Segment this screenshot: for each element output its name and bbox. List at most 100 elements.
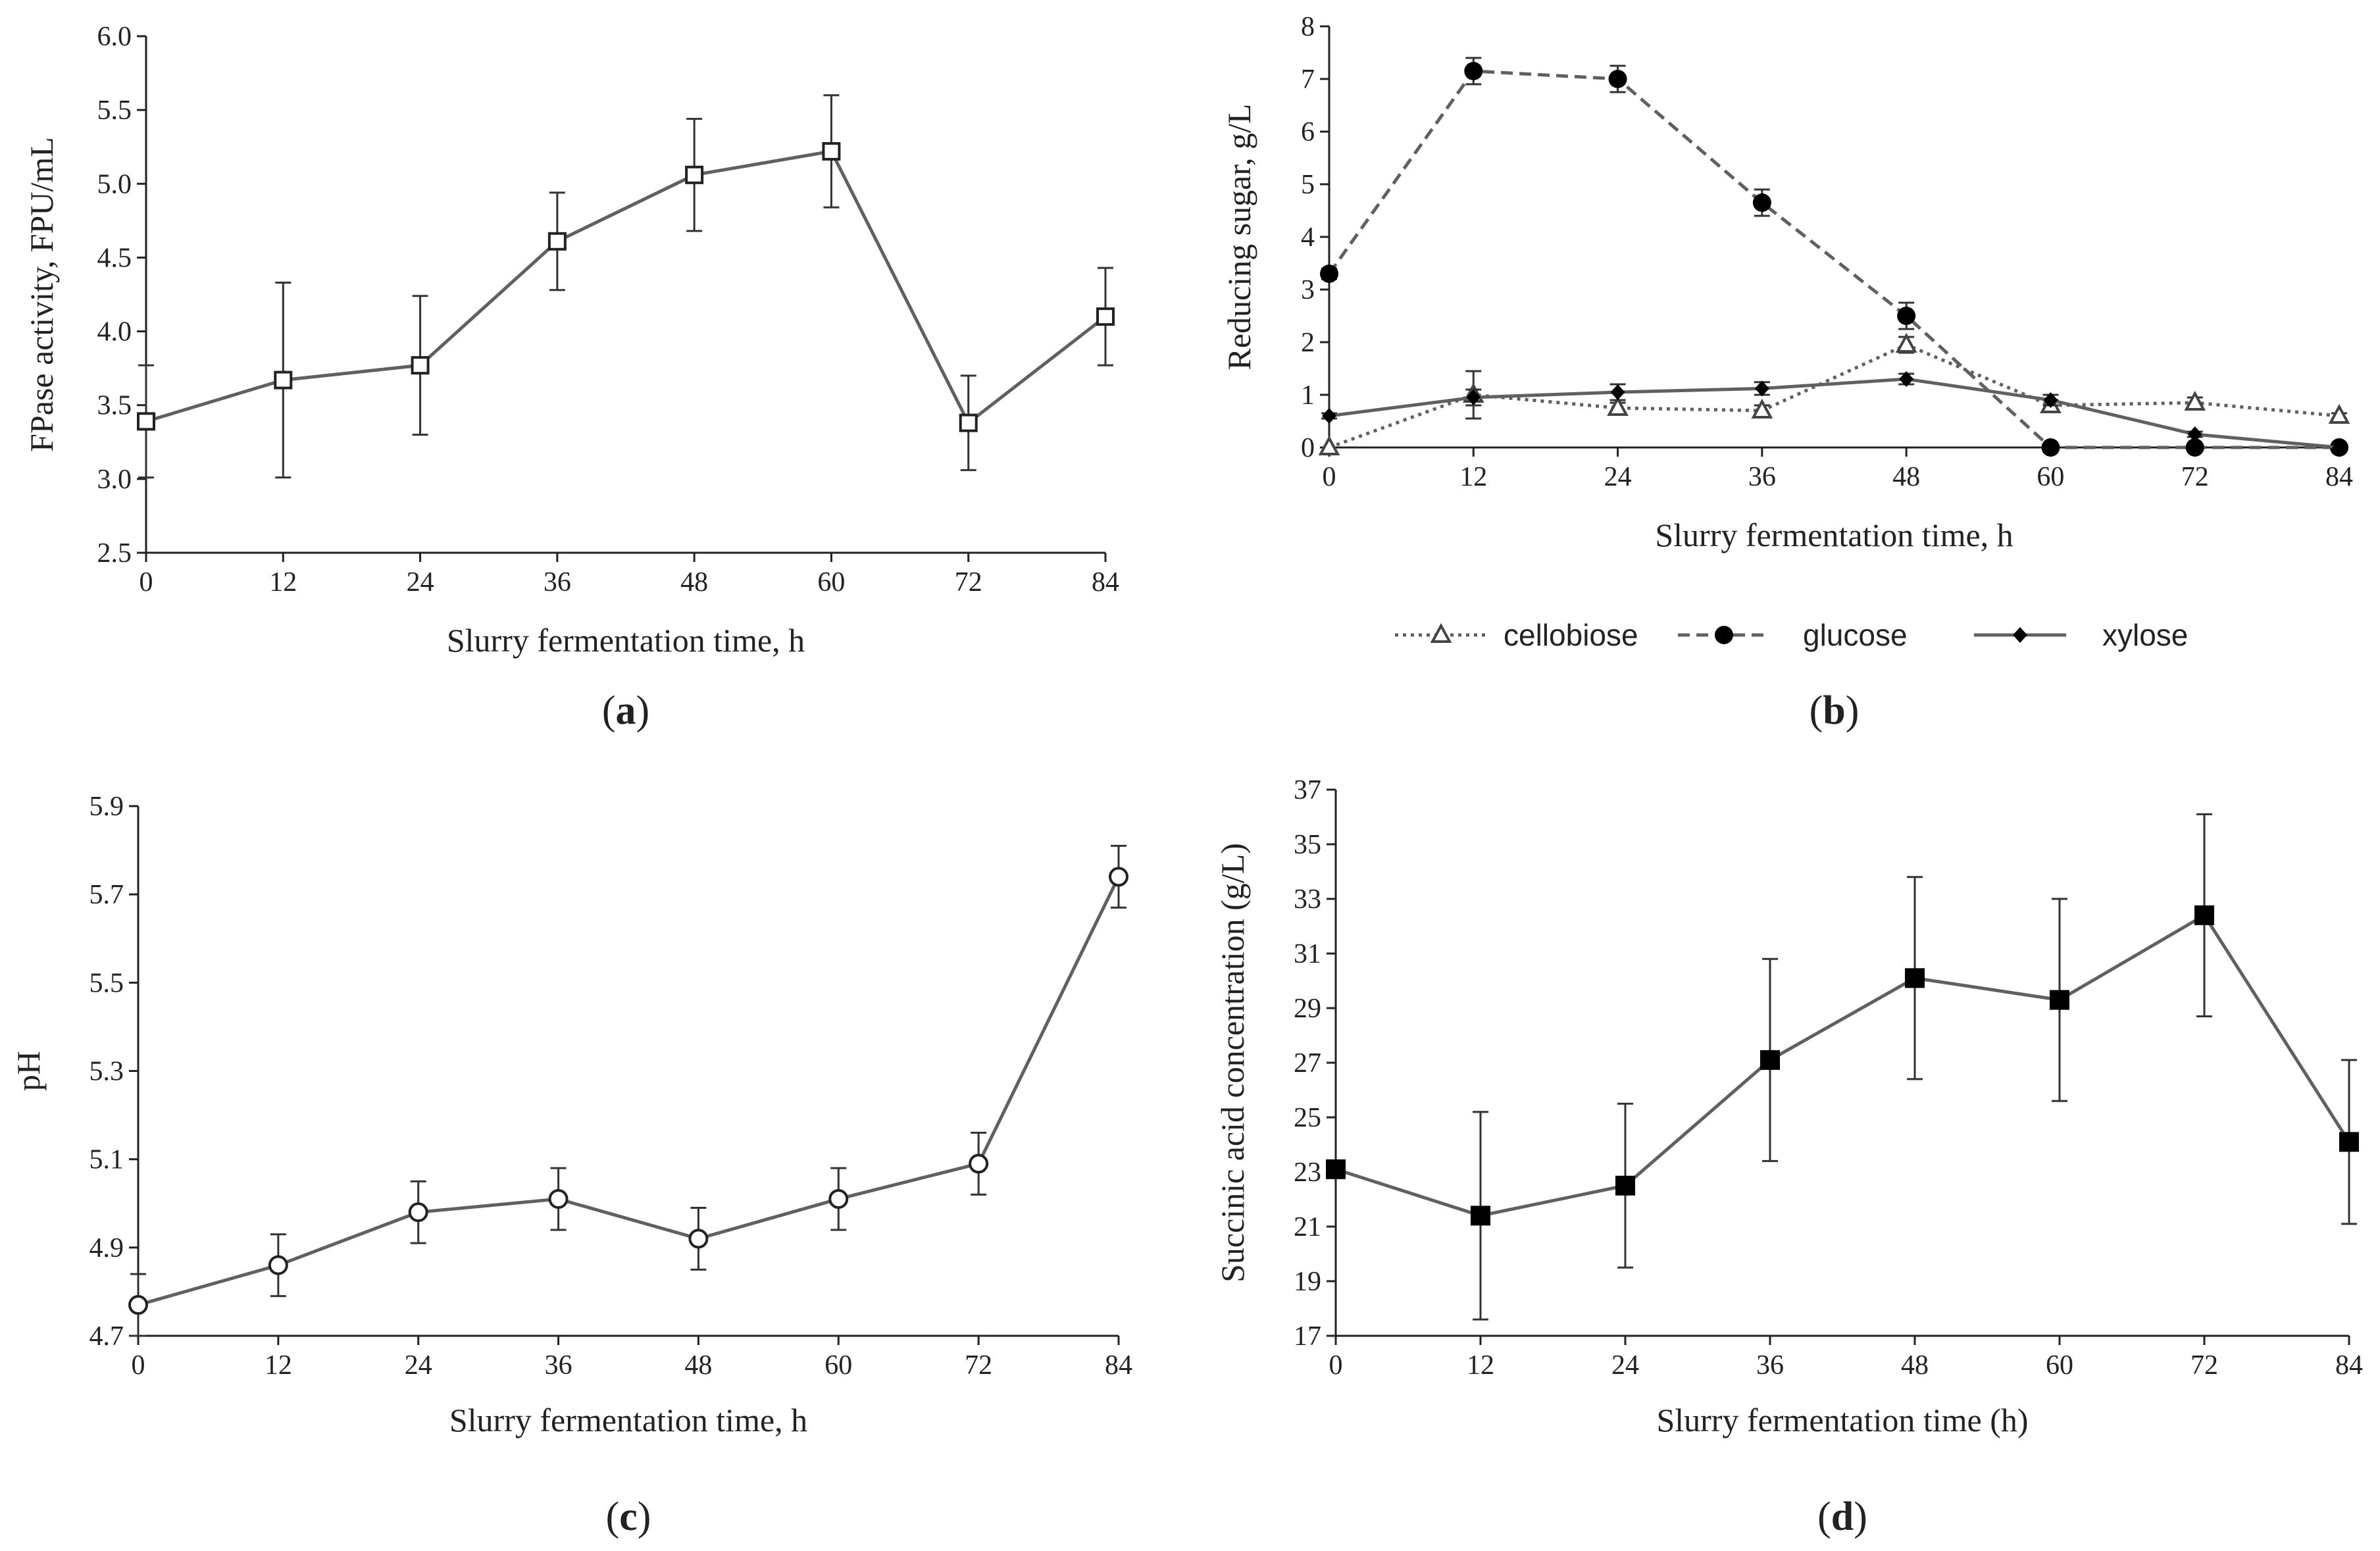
x-axis-label: Slurry fermentation time, h xyxy=(1655,517,2013,553)
x-tick-label: 60 xyxy=(817,567,845,598)
data-point xyxy=(685,165,704,184)
data-point xyxy=(411,356,430,375)
x-tick-label: 84 xyxy=(1092,567,1119,598)
panel-letter: a xyxy=(616,688,636,733)
x-tick-label: 36 xyxy=(544,567,571,598)
y-tick-label: 4.0 xyxy=(97,317,132,347)
series-panel-c xyxy=(128,844,1128,1337)
y-tick-label: 7 xyxy=(1301,64,1315,95)
data-point xyxy=(1466,390,1481,405)
chart-panel-d: 0 12 24 36 48 60 72 84 17 19 21 23 25 27 29 31 33 35 37 Slu… xyxy=(1214,775,2363,1539)
data-point xyxy=(1615,1175,1635,1196)
data-point xyxy=(408,1202,428,1223)
x-tick-label: 60 xyxy=(2037,462,2064,492)
y-tick-label: 25 xyxy=(1294,1103,1321,1133)
y-tick-label: 29 xyxy=(1294,994,1321,1024)
legend-marker xyxy=(1715,626,1733,644)
data-point xyxy=(128,1295,148,1315)
y-tick-label: 19 xyxy=(1294,1267,1321,1297)
y-tick-label: 33 xyxy=(1294,884,1321,915)
y-tick-label: 3.0 xyxy=(97,465,132,495)
x-tick-label: 12 xyxy=(1467,1350,1494,1381)
data-point xyxy=(1754,380,1769,397)
legend-marker xyxy=(2013,627,2027,643)
y-tick-label: 5.9 xyxy=(89,792,124,822)
x-tick-label: 0 xyxy=(1323,462,1336,492)
y-tick-label: 27 xyxy=(1294,1048,1321,1079)
series-xylose xyxy=(1321,371,2346,455)
y-tick-label: 6.0 xyxy=(97,22,132,52)
y-tick-label: 6 xyxy=(1301,117,1315,147)
x-tick-label: 48 xyxy=(1901,1350,1929,1381)
data-point xyxy=(137,412,155,431)
x-tick-label: 84 xyxy=(1105,1350,1132,1381)
series-line xyxy=(1327,69,2339,449)
legend-marker xyxy=(1430,623,1452,643)
x-tick-label: 60 xyxy=(2046,1350,2073,1381)
y-tick-label: 21 xyxy=(1294,1212,1321,1242)
x-axis-label: Slurry fermentation time, h xyxy=(447,622,805,659)
data-point xyxy=(2332,440,2346,455)
series-line xyxy=(145,149,1107,426)
panel-label: (a) xyxy=(602,688,649,733)
x-tick-label: 72 xyxy=(2181,462,2209,492)
y-axis-label: pH xyxy=(10,1051,47,1091)
legend-label: cellobiose xyxy=(1504,618,1638,652)
data-point xyxy=(1607,395,1629,416)
x-tick-label: 0 xyxy=(139,567,153,598)
x-tick-label: 36 xyxy=(1748,462,1776,492)
data-point xyxy=(1610,384,1625,400)
y-tick-label: 4 xyxy=(1301,222,1315,253)
y-tick-label: 5.7 xyxy=(89,880,124,910)
y-axis-label: Succinic acid concentration (g/L) xyxy=(1214,843,1251,1283)
x-tick-label: 48 xyxy=(680,567,708,598)
x-tick-label: 0 xyxy=(132,1350,145,1381)
x-tick-label: 36 xyxy=(545,1350,572,1381)
series-line xyxy=(1329,377,2340,449)
x-tick-label: 12 xyxy=(265,1350,292,1381)
data-point xyxy=(1899,371,1914,387)
y-tick-label: 37 xyxy=(1294,775,1321,805)
chart-panel-a: 0 12 24 36 48 60 72 84 2.5 3.0 3.5 4.0 4.5 5.0 5.5 6.0 S… xyxy=(23,22,1119,733)
y-tick-label: 5.5 xyxy=(89,968,124,998)
y-tick-label: 5.1 xyxy=(89,1145,124,1175)
y-tick-label: 5.3 xyxy=(89,1057,124,1087)
x-tick-label: 72 xyxy=(955,567,982,598)
data-point xyxy=(1608,70,1627,88)
data-point xyxy=(1318,435,1340,455)
y-tick-label: 0 xyxy=(1301,433,1315,463)
y-tick-label: 31 xyxy=(1294,939,1321,969)
data-point xyxy=(1752,193,1771,212)
data-point xyxy=(2041,438,2060,457)
series-panel-a xyxy=(137,94,1115,479)
panel-letter: c xyxy=(619,1494,638,1539)
data-point xyxy=(1895,332,1917,353)
x-tick-label: 12 xyxy=(269,567,297,598)
y-tick-label: 3.5 xyxy=(97,391,132,421)
data-point xyxy=(2187,426,2202,442)
data-point xyxy=(822,141,841,161)
data-point xyxy=(1897,307,1916,325)
panel-letter: b xyxy=(1823,688,1845,733)
x-tick-label: 24 xyxy=(405,1350,432,1381)
y-tick-label: 4.5 xyxy=(97,243,132,273)
x-tick-label: 36 xyxy=(1756,1350,1784,1381)
data-point xyxy=(2339,1132,2359,1152)
series-line xyxy=(1335,913,2351,1217)
legend-label: xylose xyxy=(2102,618,2188,652)
y-tick-label: 17 xyxy=(1294,1321,1321,1352)
x-tick-label: 72 xyxy=(2190,1350,2218,1381)
data-point xyxy=(828,1189,849,1209)
data-point xyxy=(1320,265,1338,283)
data-point xyxy=(688,1229,709,1249)
panel-label: (d) xyxy=(1817,1494,1867,1539)
series-line xyxy=(138,876,1121,1307)
panel-letter: d xyxy=(1831,1494,1854,1539)
data-point xyxy=(2328,403,2350,424)
x-tick-label: 24 xyxy=(1604,462,1632,492)
y-tick-label: 3 xyxy=(1301,275,1315,305)
y-tick-label: 2.5 xyxy=(97,538,132,569)
x-tick-label: 48 xyxy=(684,1350,712,1381)
data-point xyxy=(959,413,978,432)
